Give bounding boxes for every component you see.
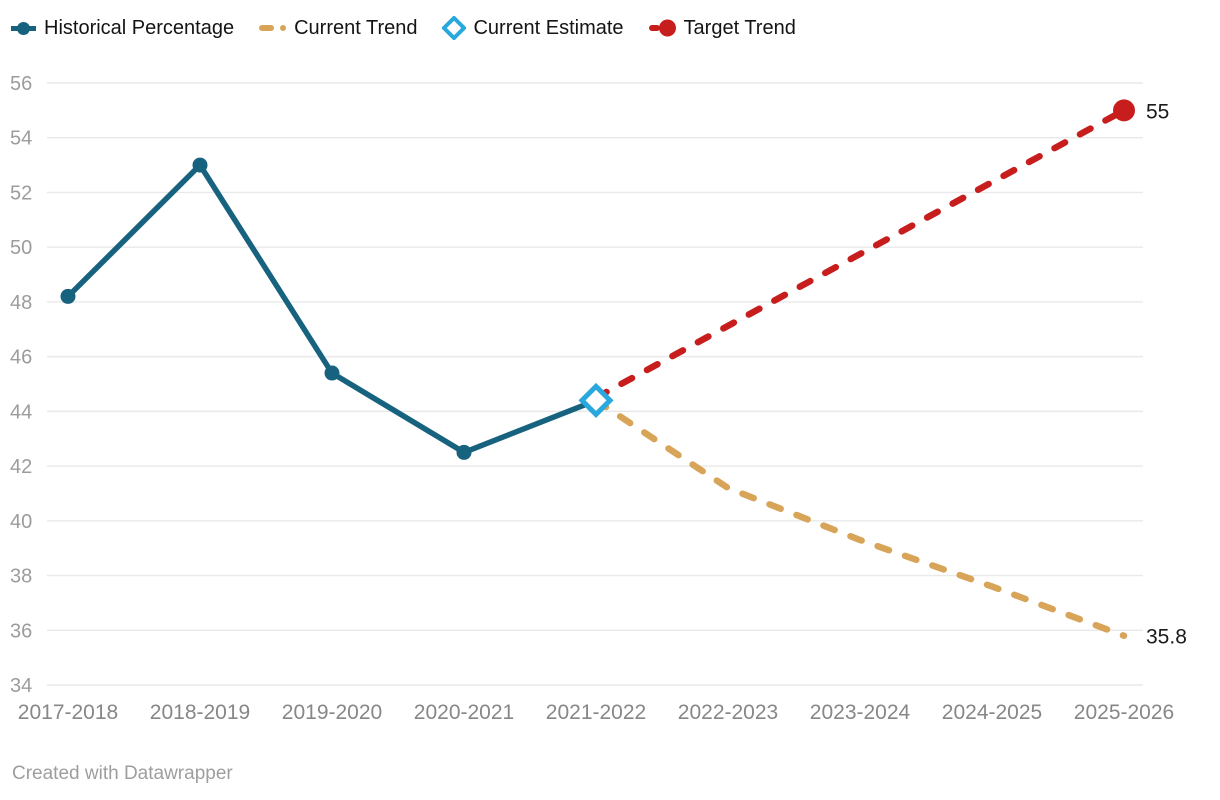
legend-item-historical-percentage: Historical Percentage [10, 18, 234, 38]
dot-dash-icon [648, 19, 676, 37]
legend-item-current-estimate: Current Estimate [442, 16, 624, 40]
x-tick-label: 2021-2022 [546, 701, 646, 724]
series-line-current-trend [592, 397, 1128, 639]
legend-label: Historical Percentage [44, 17, 235, 39]
x-tick-label: 2017-2018 [18, 701, 118, 724]
x-tick-label: 2025-2026 [1074, 701, 1174, 724]
legend-label: Target Trend [683, 17, 796, 39]
data-point [192, 157, 208, 173]
x-tick-label: 2018-2019 [150, 701, 250, 724]
line-dot-icon [11, 21, 36, 35]
y-tick-label: 40 [10, 511, 32, 533]
y-tick-label: 54 [10, 128, 32, 150]
end-value-label: 55 [1146, 100, 1169, 123]
y-tick-label: 44 [10, 401, 32, 423]
y-tick-label: 34 [10, 675, 32, 697]
x-tick-label: 2019-2020 [282, 701, 382, 724]
y-tick-label: 38 [10, 566, 32, 588]
series-line-target-trend [592, 107, 1128, 401]
legend-label: Current Estimate [473, 17, 624, 39]
current-estimate-point [578, 382, 614, 418]
data-point [324, 365, 340, 381]
chart-svg: 34 36 38 40 42 44 46 48 50 52 54 56 2017-2018 2018-20… [10, 73, 1187, 724]
data-point [456, 444, 472, 460]
dashes-icon [259, 25, 287, 31]
x-tick-label: 2024-2025 [942, 701, 1042, 724]
y-tick-label: 46 [10, 347, 32, 369]
y-tick-label: 56 [10, 73, 32, 95]
x-tick-label: 2023-2024 [810, 701, 911, 724]
legend-label: Current Trend [294, 17, 418, 39]
y-tick-label: 42 [10, 456, 32, 478]
data-point [60, 288, 76, 304]
diamond-open-icon [442, 16, 467, 40]
end-value-label: 35.8 [1146, 626, 1187, 649]
legend-item-target-trend: Target Trend [648, 17, 796, 39]
series-line-historical-percentage [65, 162, 599, 456]
y-tick-label: 50 [10, 237, 32, 259]
legend-item-current-trend: Current Trend [259, 18, 417, 38]
y-tick-label: 36 [10, 620, 32, 642]
y-tick-label: 52 [10, 182, 32, 204]
legend: Historical Percentage Current Trend Curr… [10, 16, 796, 40]
attribution-text: Created with Datawrapper [12, 763, 233, 784]
x-tick-label: 2022-2023 [678, 701, 778, 724]
y-tick-label: 48 [10, 292, 32, 314]
target-end-point [1113, 99, 1135, 122]
x-tick-label: 2020-2021 [414, 701, 514, 724]
